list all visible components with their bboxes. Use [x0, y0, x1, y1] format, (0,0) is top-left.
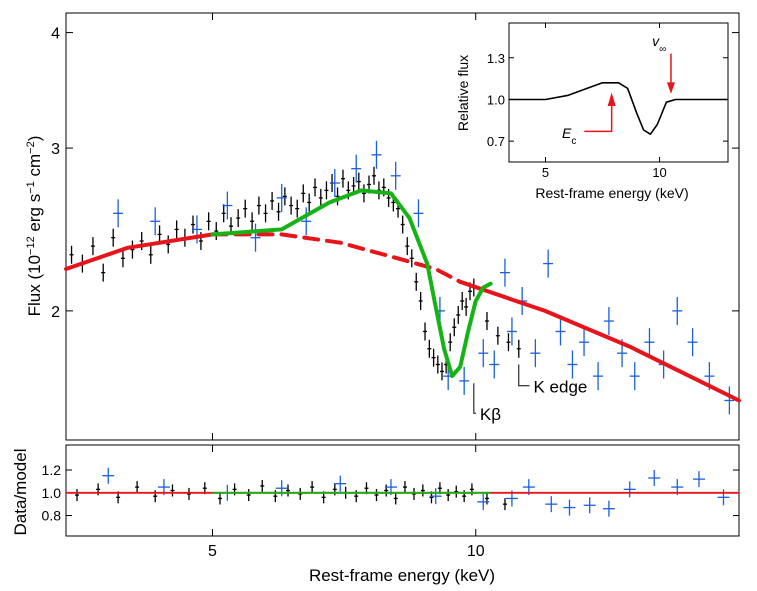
- ratio-x-tick-label: 5: [208, 543, 217, 560]
- inset-x-axis-label: Rest-frame energy (keV): [535, 185, 688, 201]
- main-annotation-leader: [473, 383, 476, 414]
- inset-profile-line: [509, 82, 728, 135]
- ratio-axis-ticks: 0.8 1.0 1.2 5 10: [42, 445, 739, 560]
- main-red-continuum-dashed: [210, 232, 463, 284]
- ratio-series: [66, 467, 739, 517]
- inset-vinf-arrowhead: [666, 82, 675, 94]
- main-series: [64, 140, 741, 415]
- main-panel: 2 3 4 Kβ K edge Flux (10−12 erg s−1 cm−2): [25, 12, 741, 441]
- main-y-tick-label: 2: [51, 304, 60, 321]
- ratio-y-tick-label: 1.2: [42, 462, 62, 478]
- inset-y-tick-label: 0.7: [487, 134, 505, 149]
- ratio-panel: 0.8 1.0 1.2 5 10 Data/model Rest-frame energ…: [11, 444, 740, 585]
- ratio-y-axis-label: Data/model: [11, 449, 30, 536]
- main-y-axis-label: Flux (10−12 erg s−1 cm−2): [25, 136, 44, 317]
- main-annotation-leader: [518, 364, 530, 387]
- main-red-continuum-line: [458, 279, 741, 403]
- inset-y-axis-label: Relative flux: [455, 55, 471, 131]
- ratio-x-axis-label: Rest-frame energy (keV): [309, 566, 495, 585]
- inset-background: [508, 22, 729, 163]
- inset-x-tick-label: 10: [652, 165, 666, 180]
- main-axis-ticks: 2 3 4: [51, 13, 739, 440]
- ratio-plot-frame: [65, 444, 740, 537]
- inset-ec-arrow: [584, 98, 613, 133]
- inset-y-tick-label: 1.0: [487, 92, 505, 107]
- main-green-model-line: [210, 188, 493, 379]
- ratio-x-tick-label: 10: [467, 543, 485, 560]
- main-plot-frame: [65, 12, 740, 441]
- main-y-tick-label: 4: [51, 26, 60, 43]
- inset-series: [509, 82, 728, 135]
- inset-panel: 0.71.01.35 10 Ecv∞ Relative flux Rest-fra…: [455, 22, 729, 201]
- main-annotation-label: Kβ: [480, 405, 501, 424]
- inset-x-tick-label: 5: [542, 165, 549, 180]
- main-annotations: Kβ K edge: [473, 364, 588, 424]
- inset-ec-arrowhead: [607, 92, 616, 107]
- ratio-y-tick-label: 0.8: [42, 508, 62, 524]
- main-y-tick-label: 3: [51, 141, 60, 158]
- inset-y-tick-label: 1.3: [487, 51, 505, 66]
- main-red-continuum-line: [64, 232, 215, 271]
- ratio-y-tick-label: 1.0: [42, 485, 62, 501]
- main-annotation-label: K edge: [534, 378, 588, 397]
